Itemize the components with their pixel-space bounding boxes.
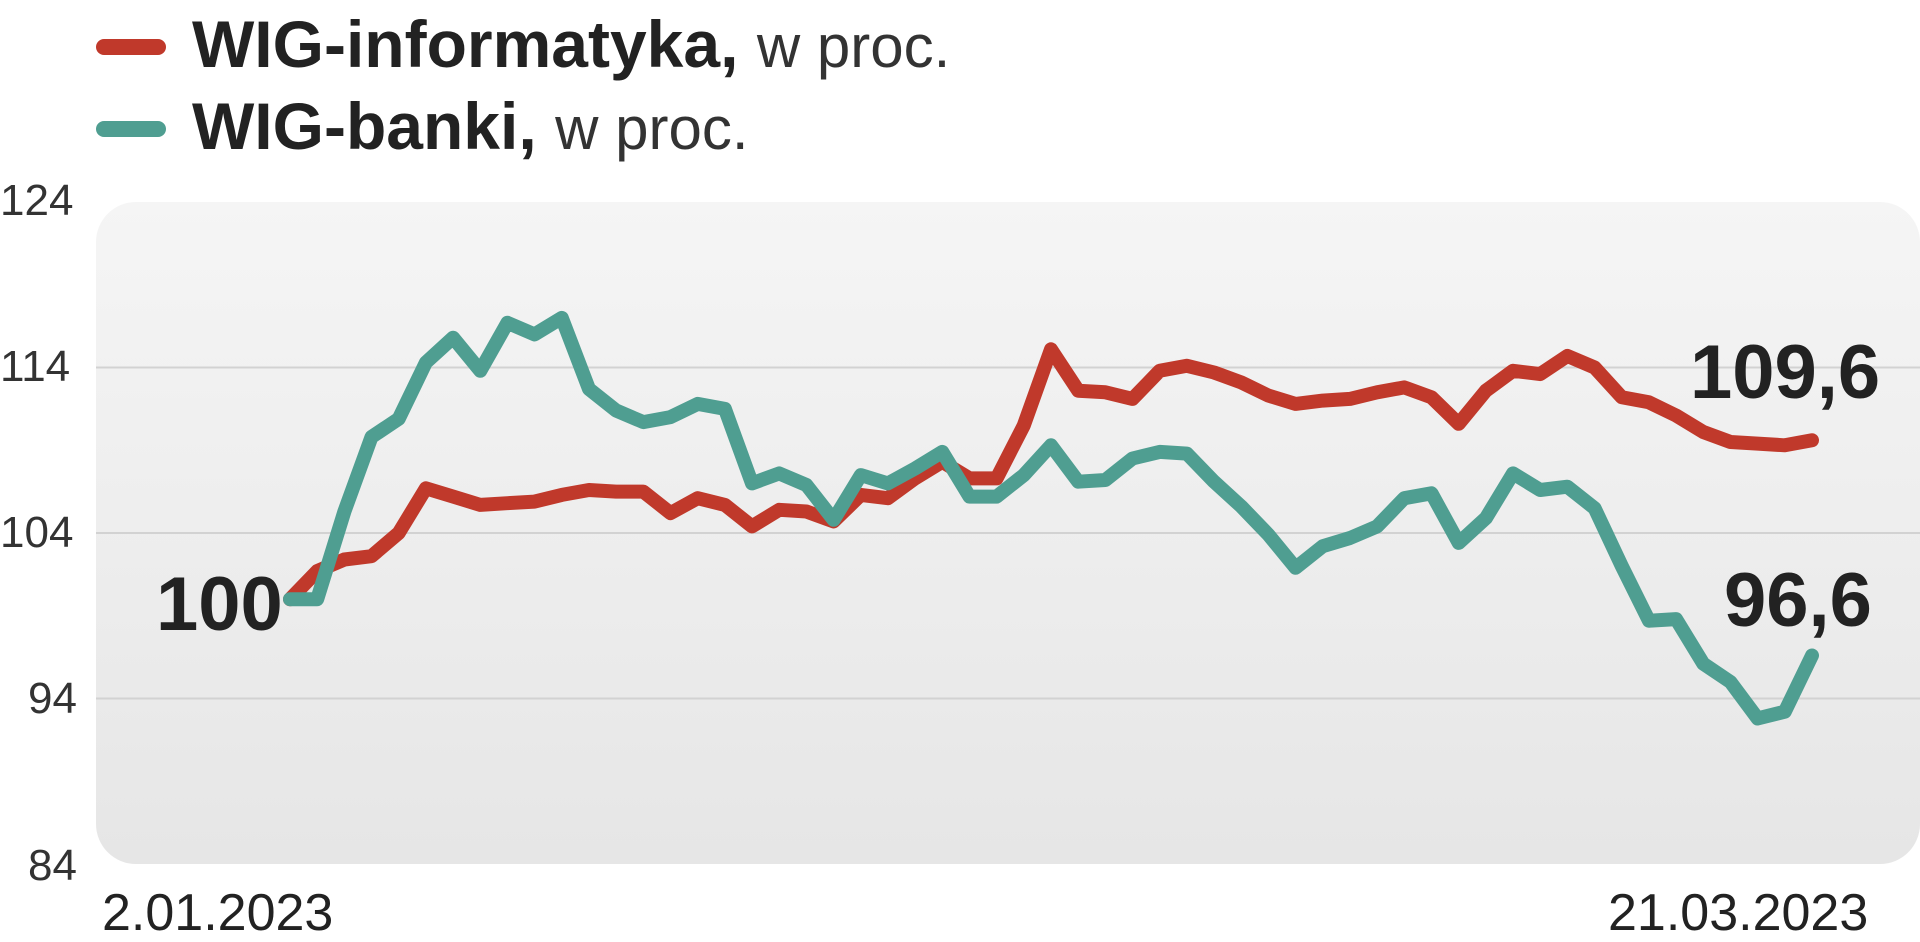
legend-item-informatyka: WIG-informatyka, w proc. bbox=[96, 7, 950, 81]
series-line-wig-banki bbox=[283, 310, 1819, 726]
svg-text:WIG-informatyka, w pro: WIG-informatyka, w proc. bbox=[192, 7, 950, 81]
y-tick-114: 114 bbox=[0, 342, 70, 391]
end-value-informatyka: 109,6 bbox=[1690, 330, 1880, 415]
svg-text:WIG-banki, w proc.: WIG-banki, w proc. bbox=[192, 89, 749, 163]
x-axis: 2.01.2023 21.03.2023 bbox=[102, 884, 1868, 942]
y-tick-124: 124 bbox=[0, 176, 73, 225]
y-tick-94: 94 bbox=[28, 674, 77, 723]
legend-title-banki: WIG-banki, bbox=[192, 89, 537, 163]
series-line-wig-informatyka bbox=[283, 342, 1819, 607]
legend-item-banki: WIG-banki, w proc. bbox=[96, 89, 749, 163]
legend-title-informatyka: WIG-informatyka, bbox=[192, 7, 738, 81]
y-tick-84: 84 bbox=[28, 841, 77, 890]
x-label-start: 2.01.2023 bbox=[102, 884, 333, 942]
series-layer bbox=[283, 310, 1819, 726]
annotations: 100 109,6 96,6 bbox=[156, 330, 1880, 647]
y-tick-104: 104 bbox=[0, 508, 73, 557]
legend-unit-informatyka: w proc. bbox=[756, 13, 950, 80]
y-axis: 124 114 104 94 84 bbox=[0, 176, 77, 890]
start-value-label: 100 bbox=[156, 562, 283, 647]
legend-unit-banki: w proc. bbox=[554, 95, 748, 162]
end-value-banki: 96,6 bbox=[1724, 558, 1872, 643]
legend: WIG-informatyka, w proc. WIG-banki, w pr… bbox=[96, 7, 950, 163]
x-label-end: 21.03.2023 bbox=[1608, 884, 1868, 942]
